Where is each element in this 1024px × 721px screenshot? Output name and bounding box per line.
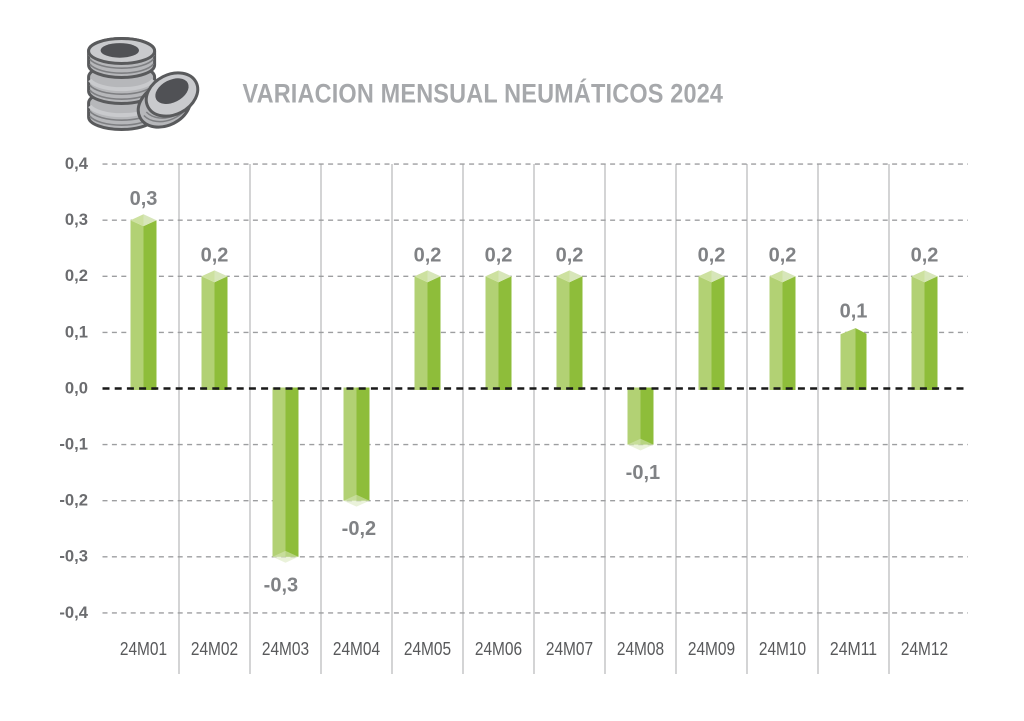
svg-text:24M07: 24M07 — [546, 638, 593, 659]
svg-text:VARIACION MENSUAL NEUMÁTICOS 2: VARIACION MENSUAL NEUMÁTICOS 2024 — [243, 78, 724, 109]
svg-text:-0,2: -0,2 — [59, 491, 88, 510]
svg-text:24M03: 24M03 — [262, 638, 309, 659]
svg-text:0,2: 0,2 — [485, 244, 513, 266]
svg-text:-0,1: -0,1 — [59, 435, 88, 454]
svg-text:-0,1: -0,1 — [626, 462, 660, 484]
svg-text:0,1: 0,1 — [65, 322, 88, 341]
svg-text:0,2: 0,2 — [698, 244, 726, 266]
svg-text:0,2: 0,2 — [65, 266, 88, 285]
svg-text:24M04: 24M04 — [333, 638, 380, 659]
svg-text:24M06: 24M06 — [475, 638, 522, 659]
svg-text:24M01: 24M01 — [120, 638, 167, 659]
svg-text:0,2: 0,2 — [201, 244, 229, 266]
svg-text:0,2: 0,2 — [769, 244, 797, 266]
svg-text:24M08: 24M08 — [617, 638, 664, 659]
svg-text:0,2: 0,2 — [911, 244, 939, 266]
svg-text:24M09: 24M09 — [688, 638, 735, 659]
svg-text:24M10: 24M10 — [759, 638, 806, 659]
svg-text:24M12: 24M12 — [901, 638, 948, 659]
svg-text:24M05: 24M05 — [404, 638, 451, 659]
svg-text:-0,2: -0,2 — [342, 518, 376, 540]
svg-text:0,3: 0,3 — [130, 188, 158, 210]
svg-text:0,2: 0,2 — [556, 244, 584, 266]
svg-text:24M11: 24M11 — [830, 638, 877, 659]
svg-text:-0,3: -0,3 — [59, 547, 88, 566]
svg-text:0,3: 0,3 — [65, 210, 88, 229]
svg-text:-0,3: -0,3 — [264, 574, 298, 596]
svg-text:-0,4: -0,4 — [59, 603, 88, 622]
svg-text:0,2: 0,2 — [414, 244, 442, 266]
svg-text:24M02: 24M02 — [191, 638, 238, 659]
svg-text:0,0: 0,0 — [65, 378, 88, 397]
svg-text:0,4: 0,4 — [65, 154, 89, 173]
svg-text:0,1: 0,1 — [840, 300, 868, 322]
